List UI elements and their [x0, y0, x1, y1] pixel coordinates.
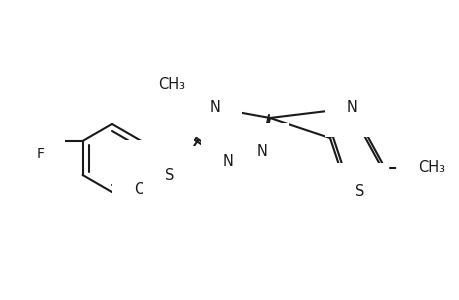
Text: O: O	[157, 161, 168, 176]
Text: CH₃: CH₃	[157, 76, 185, 92]
Text: CH₃: CH₃	[417, 160, 444, 175]
Text: N: N	[209, 100, 220, 116]
Text: N: N	[346, 100, 357, 116]
Text: S: S	[164, 167, 174, 182]
Text: N: N	[256, 145, 267, 160]
Text: O: O	[134, 182, 145, 197]
Text: N: N	[134, 161, 145, 176]
Text: N: N	[222, 154, 233, 169]
Text: S: S	[354, 184, 364, 200]
Text: F: F	[36, 147, 45, 161]
Text: F: F	[34, 134, 41, 148]
Text: F: F	[36, 121, 45, 135]
